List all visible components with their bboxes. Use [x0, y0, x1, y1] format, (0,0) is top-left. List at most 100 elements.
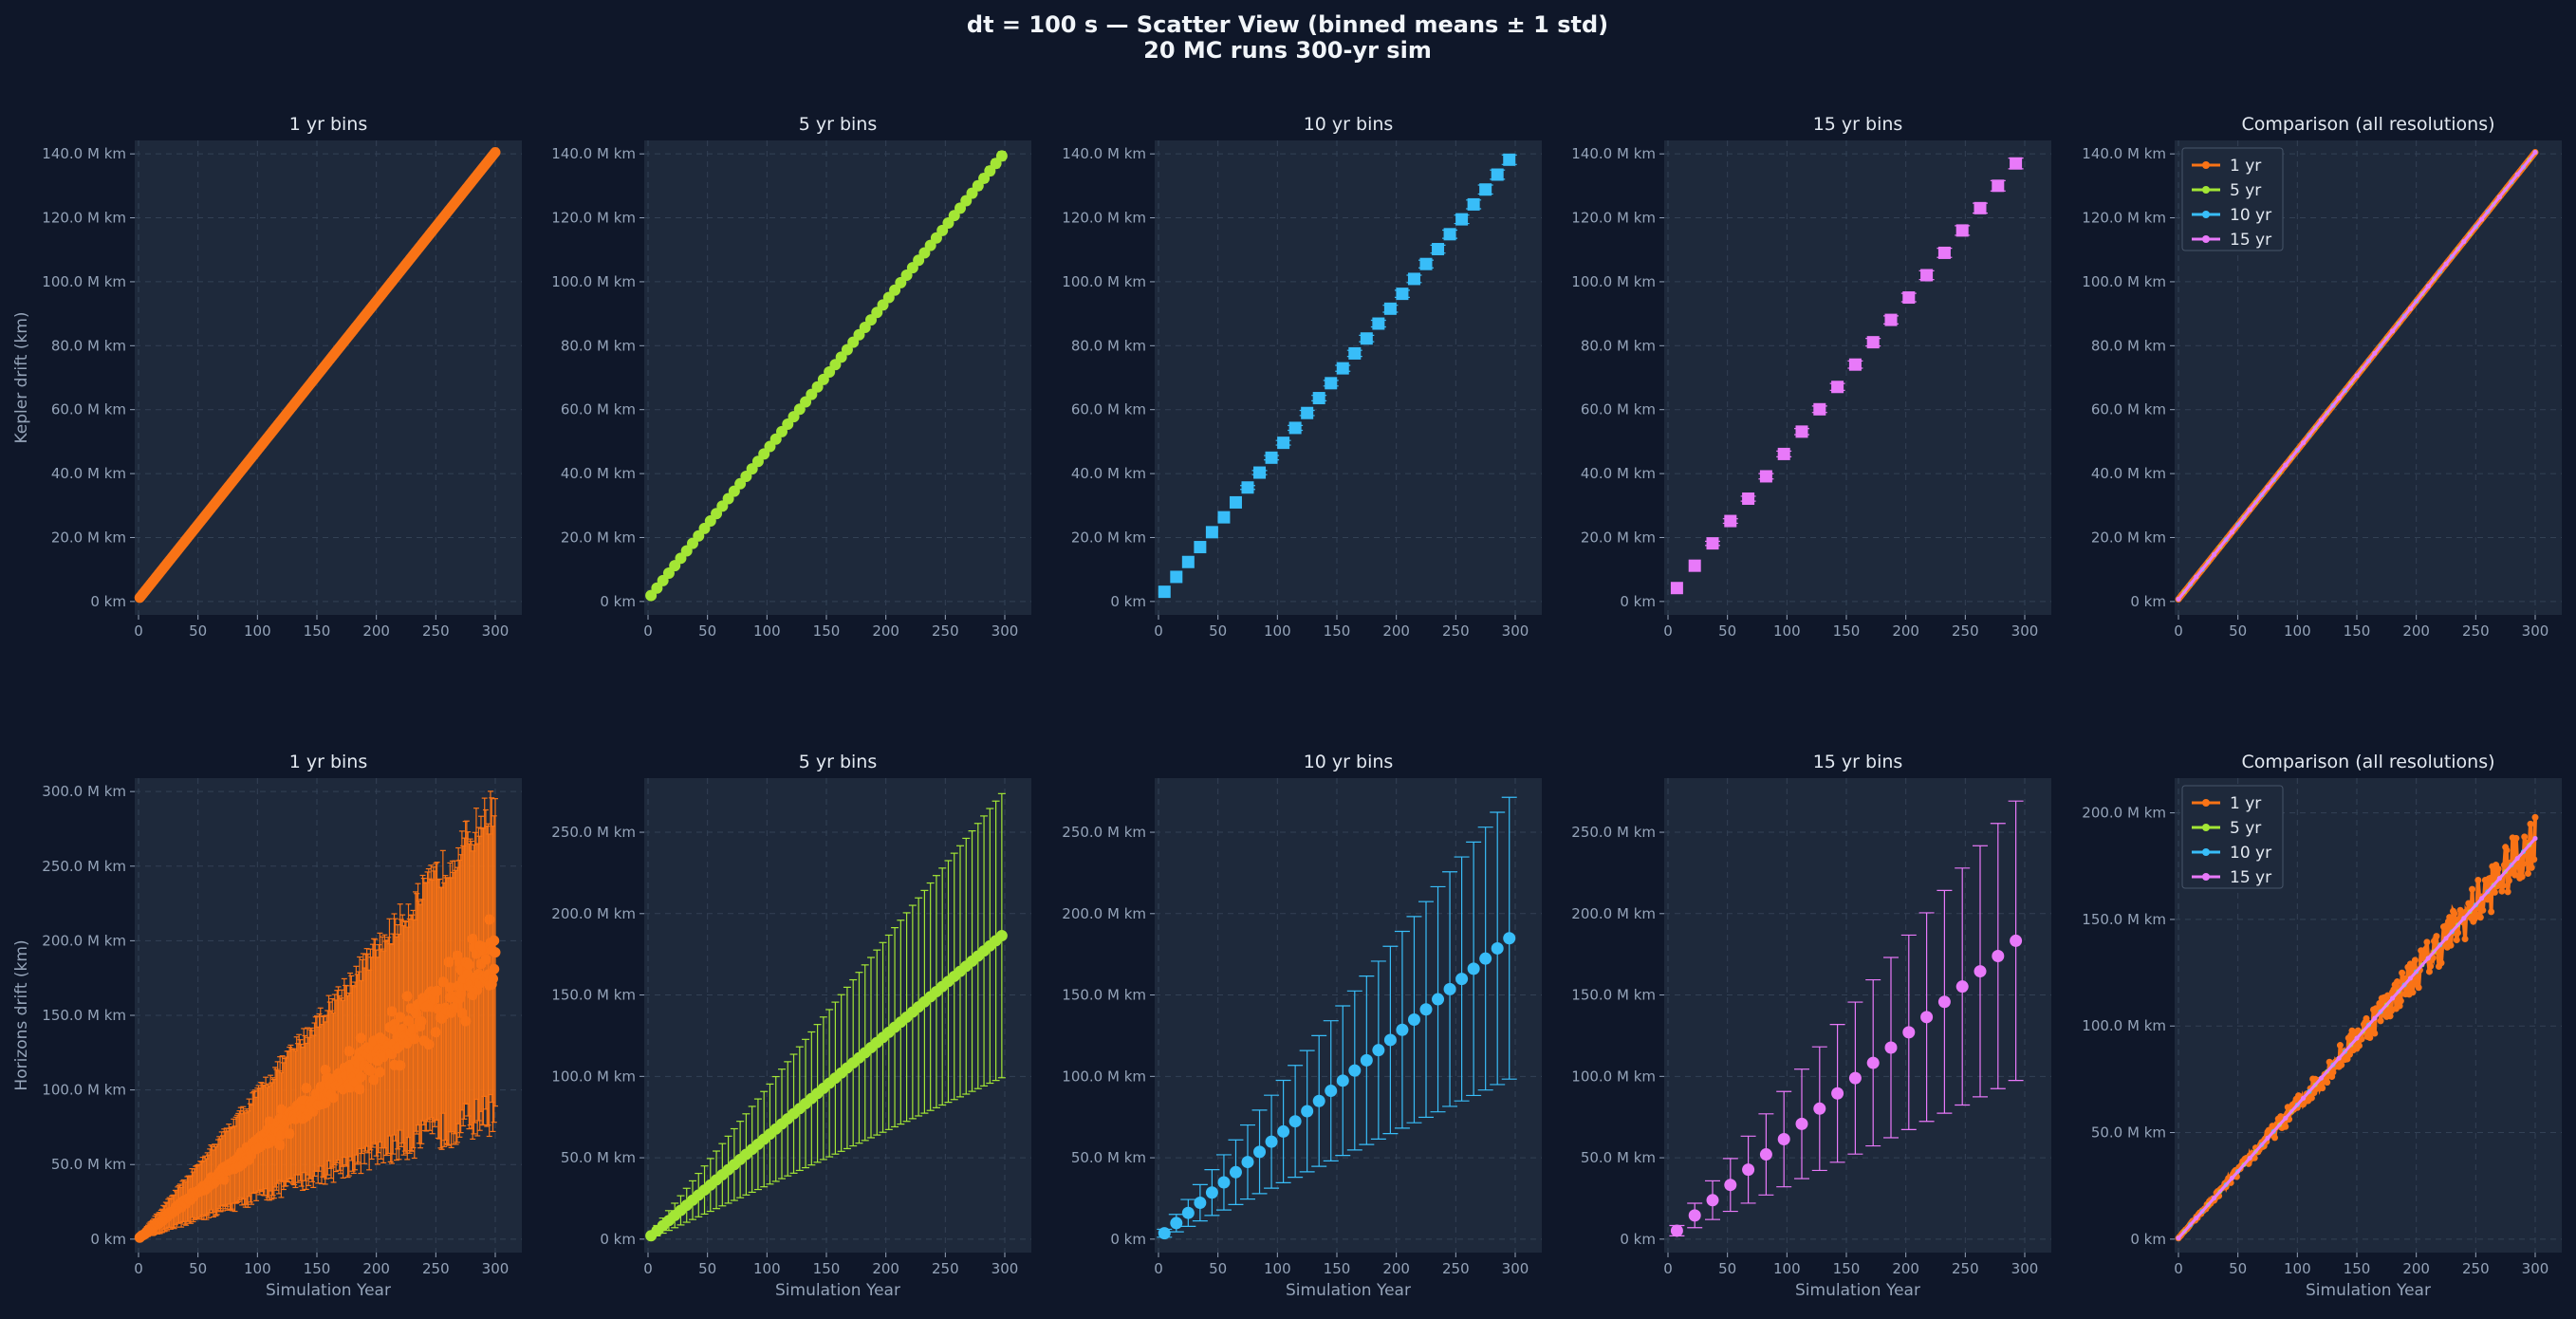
y-tick-label: 60.0 M km: [51, 401, 126, 418]
y-tick-label: 200.0 M km: [1571, 905, 1656, 922]
panel-title: 10 yr bins: [1304, 114, 1394, 135]
series-point-15yr: [2212, 551, 2217, 557]
data-point: [995, 150, 1008, 162]
series-point-1yr: [2479, 906, 2487, 914]
data-point: [1937, 995, 1951, 1009]
y-tick-label: 100.0 M km: [42, 1082, 126, 1099]
data-point: [1443, 228, 1456, 241]
series-point-1yr: [2494, 865, 2502, 873]
data-point: [1158, 585, 1171, 599]
series-point-15yr: [2265, 1135, 2270, 1141]
y-tick-label: 200.0 M km: [1062, 905, 1146, 922]
series-point-1yr: [2491, 888, 2498, 896]
data-point: [1419, 257, 1433, 270]
legend-swatch-marker: [2202, 873, 2210, 881]
x-tick-label: 300: [2011, 1260, 2039, 1277]
series-point-15yr: [2354, 1035, 2360, 1041]
x-tick-label: 100: [244, 1260, 271, 1277]
series-point-15yr: [2532, 836, 2538, 842]
x-tick-label: 0: [1663, 1260, 1673, 1277]
data-point: [1229, 1165, 1242, 1179]
series-point-1yr: [2453, 937, 2460, 944]
data-point: [1383, 302, 1397, 315]
series-point-1yr: [2528, 864, 2535, 871]
data-point: [1724, 1179, 1737, 1192]
series-point-15yr: [2372, 350, 2378, 356]
series-point-1yr: [2423, 938, 2431, 946]
series-point-1yr: [2409, 989, 2417, 996]
data-point: [1194, 541, 1207, 554]
data-point: [1205, 526, 1218, 539]
y-tick-label: 50.0 M km: [1581, 1149, 1656, 1166]
series-point-1yr: [2400, 975, 2408, 982]
x-tick-label: 100: [753, 622, 781, 640]
series-point-1yr: [2512, 834, 2520, 842]
data-point: [489, 963, 500, 975]
x-tick-label: 150: [1833, 622, 1861, 640]
y-tick-label: 100.0 M km: [2082, 273, 2166, 290]
x-tick-label: 50: [2229, 622, 2247, 640]
data-point: [1902, 1026, 1916, 1039]
data-point: [1467, 197, 1480, 211]
panel-1-3: 0 50 100 150 200 250 300 0 km 50.0 M km 100.0 M k…: [1571, 752, 2051, 1300]
plot-area: [644, 778, 1031, 1253]
x-tick-label: 50: [1209, 622, 1227, 640]
y-tick-label: 60.0 M km: [2091, 401, 2166, 418]
data-point: [1407, 1013, 1420, 1027]
x-tick-label: 250: [932, 1260, 959, 1277]
data-point: [1360, 1053, 1373, 1067]
series-point-1yr: [2358, 1035, 2365, 1043]
x-tick-label: 50: [1718, 1260, 1736, 1277]
data-point: [1866, 336, 1880, 349]
legend-swatch-marker: [2202, 799, 2210, 807]
legend-box: [2181, 785, 2284, 889]
y-tick-label: 20.0 M km: [51, 529, 126, 546]
legend-label: 1 yr: [2230, 157, 2261, 176]
series-point-15yr: [2194, 574, 2199, 580]
series-point-15yr: [2443, 936, 2449, 941]
y-tick-label: 20.0 M km: [1581, 529, 1656, 546]
series-point-1yr: [2366, 1034, 2374, 1042]
y-tick-label: 40.0 M km: [1071, 465, 1146, 482]
x-tick-label: 0: [1154, 1260, 1163, 1277]
y-tick-label: 200.0 M km: [42, 932, 126, 949]
x-tick-label: 150: [1833, 1260, 1861, 1277]
data-point: [1325, 1085, 1338, 1098]
series-point-1yr: [2356, 1042, 2363, 1050]
x-tick-label: 50: [189, 1260, 207, 1277]
series-point-1yr: [2518, 873, 2526, 881]
data-point: [1170, 570, 1183, 584]
data-point: [1937, 246, 1951, 259]
y-tick-label: 250.0 M km: [1062, 824, 1146, 841]
x-tick-label: 150: [2344, 622, 2371, 640]
x-tick-label: 50: [189, 622, 207, 640]
y-tick-label: 120.0 M km: [551, 210, 636, 227]
legend-swatch-marker: [2202, 211, 2210, 218]
data-point: [995, 930, 1008, 942]
plot-area: [644, 140, 1031, 615]
data-point: [1866, 1056, 1880, 1069]
x-tick-label: 200: [1382, 622, 1410, 640]
series-point-15yr: [2461, 239, 2467, 245]
series-point-15yr: [2301, 440, 2307, 446]
y-tick-label: 140.0 M km: [2082, 145, 2166, 162]
y-tick-label: 120.0 M km: [1571, 210, 1656, 227]
data-point: [1288, 421, 1302, 435]
series-point-1yr: [2469, 885, 2476, 893]
x-tick-label: 200: [872, 622, 899, 640]
series-point-15yr: [2301, 1095, 2307, 1101]
data-point: [1181, 1206, 1195, 1219]
series-point-1yr: [2527, 820, 2534, 827]
data-point: [1407, 272, 1420, 286]
data-point: [1288, 1115, 1302, 1128]
legend-swatch-marker: [2202, 235, 2210, 243]
x-tick-label: 300: [1502, 1260, 1529, 1277]
data-point: [1336, 1074, 1349, 1087]
y-tick-label: 0 km: [600, 1231, 636, 1248]
x-tick-label: 100: [1264, 1260, 1291, 1277]
data-point: [1432, 993, 1445, 1006]
y-tick-label: 100.0 M km: [42, 273, 126, 290]
x-axis-label: Simulation Year: [1795, 1281, 1920, 1300]
x-tick-label: 0: [134, 1260, 143, 1277]
